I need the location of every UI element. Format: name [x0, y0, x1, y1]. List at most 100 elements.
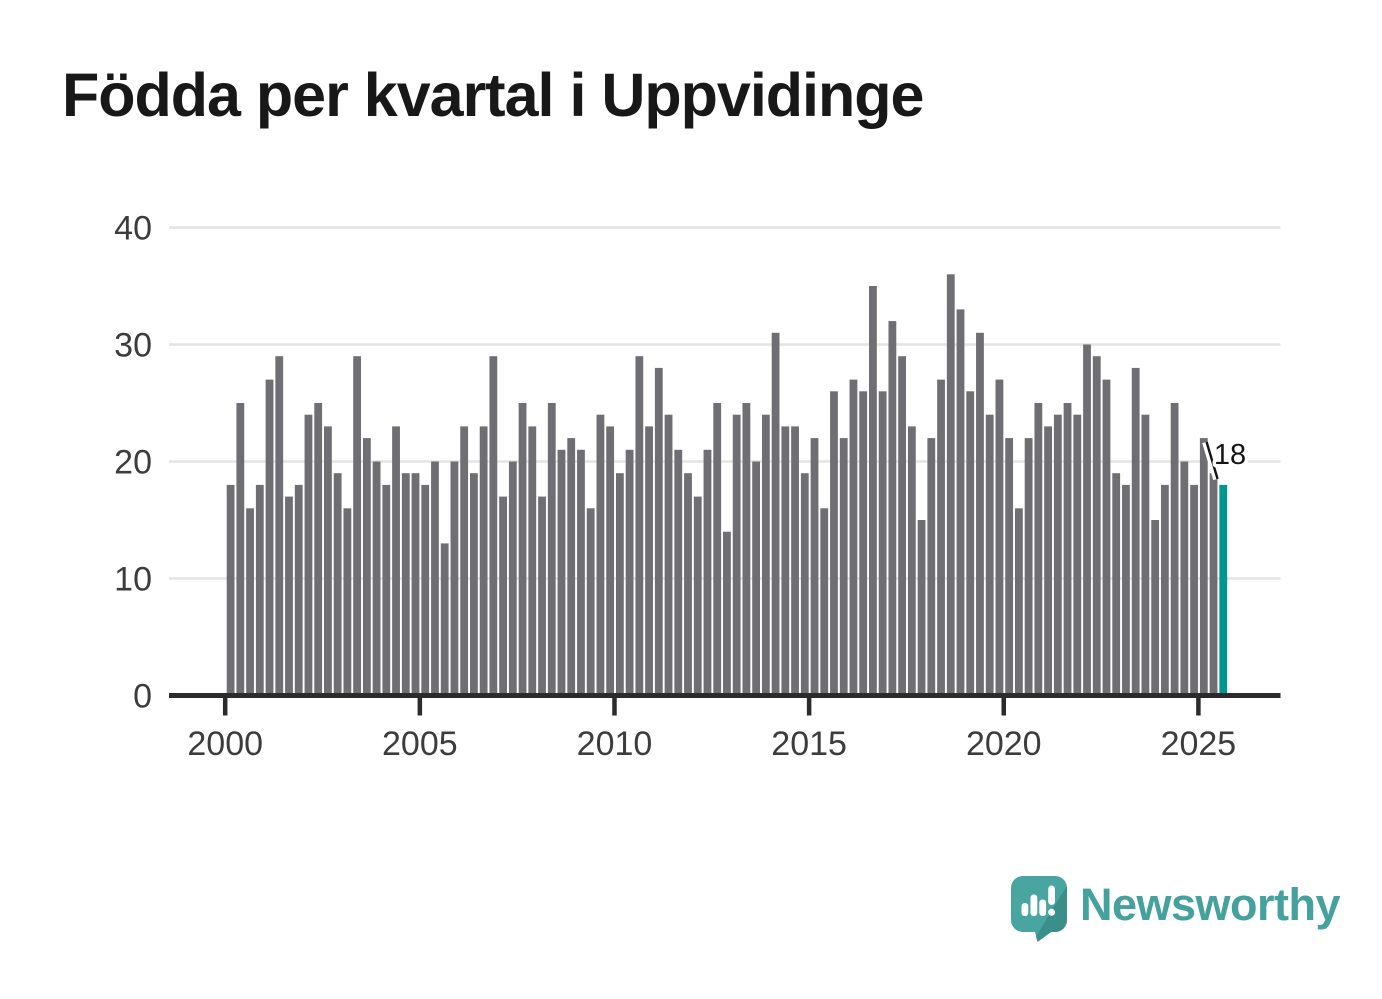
bar	[372, 461, 381, 697]
bar	[450, 461, 459, 697]
mini-bar-2	[1030, 894, 1038, 916]
bar	[703, 449, 712, 697]
exclamation-dot	[1048, 908, 1056, 916]
bar	[1209, 473, 1218, 697]
bar	[732, 414, 741, 697]
bar	[440, 543, 449, 697]
bar	[761, 414, 770, 697]
bar	[265, 379, 274, 697]
bar	[401, 473, 410, 697]
bar	[907, 426, 916, 697]
bar	[781, 426, 790, 697]
bar	[1014, 508, 1023, 697]
bar	[956, 309, 965, 697]
bar	[324, 426, 332, 697]
x-tick-label: 2020	[966, 725, 1042, 763]
y-tick-label: 40	[114, 210, 152, 248]
bar	[528, 426, 537, 697]
bar	[1141, 414, 1150, 697]
bar	[333, 473, 342, 697]
bar	[275, 356, 284, 697]
bar	[664, 414, 673, 697]
bar	[791, 426, 799, 697]
x-tick-label: 2000	[187, 725, 263, 763]
bar	[518, 403, 527, 697]
bar	[236, 403, 245, 697]
bar	[1112, 473, 1121, 697]
bar	[606, 426, 615, 697]
x-tick-label: 2010	[577, 725, 653, 763]
x-tick-label: 2015	[771, 725, 847, 763]
bar	[713, 403, 722, 697]
bar	[869, 286, 877, 697]
bar	[830, 391, 838, 697]
bar	[645, 426, 653, 697]
bar	[577, 449, 585, 697]
bar	[917, 520, 926, 697]
bar	[489, 356, 498, 697]
bar	[898, 356, 907, 697]
newsworthy-logo-text: Newsworthy	[1080, 879, 1341, 930]
bar	[294, 484, 303, 697]
bar	[314, 403, 323, 697]
bar	[421, 484, 430, 697]
bar	[586, 508, 595, 697]
bar	[1180, 461, 1189, 697]
bar	[878, 391, 887, 697]
bar	[771, 332, 780, 697]
bar	[839, 438, 848, 697]
bar	[927, 438, 936, 697]
x-tick-label: 2025	[1161, 725, 1237, 763]
annotation-label: 18	[1214, 439, 1246, 471]
bar	[684, 473, 692, 697]
bar	[547, 403, 556, 697]
y-tick-label: 20	[114, 444, 152, 482]
bar	[654, 367, 663, 697]
newsworthy-speech-bubble-chart-icon	[1011, 876, 1067, 942]
bar	[859, 391, 868, 697]
bar	[470, 473, 478, 697]
bar	[1199, 438, 1208, 697]
bar	[343, 508, 352, 697]
bar	[995, 379, 1004, 697]
bar	[1160, 484, 1169, 697]
bar	[479, 426, 488, 697]
y-tick-label: 30	[114, 327, 152, 365]
bar	[1122, 484, 1130, 697]
bar	[693, 496, 702, 697]
bar	[255, 484, 264, 697]
y-tick-label: 0	[133, 678, 152, 716]
bar	[392, 426, 400, 697]
bar	[567, 438, 576, 697]
bar	[226, 484, 235, 697]
bar	[1044, 426, 1052, 697]
newsworthy-logo: Newsworthy	[1011, 876, 1341, 942]
bar	[888, 321, 897, 697]
annotation-leader-line	[1205, 441, 1219, 480]
bar	[946, 274, 955, 697]
bar	[937, 379, 945, 697]
bar	[849, 379, 858, 697]
bar	[411, 473, 420, 697]
bar	[596, 414, 605, 697]
mini-bar-1	[1021, 903, 1029, 916]
bar	[1170, 403, 1179, 697]
bar	[304, 414, 313, 697]
bar	[353, 356, 362, 697]
bar	[285, 496, 293, 697]
bar	[820, 508, 829, 697]
bar	[1063, 403, 1072, 697]
bar	[752, 461, 761, 697]
bar	[557, 449, 566, 697]
bar	[1034, 403, 1043, 697]
bar	[966, 391, 975, 697]
bar	[508, 461, 517, 697]
bar	[723, 531, 731, 697]
bar	[538, 496, 546, 697]
bar	[1005, 438, 1014, 697]
bar	[499, 496, 507, 697]
bar	[431, 461, 439, 697]
bar	[1053, 414, 1062, 697]
bar	[1024, 438, 1033, 697]
